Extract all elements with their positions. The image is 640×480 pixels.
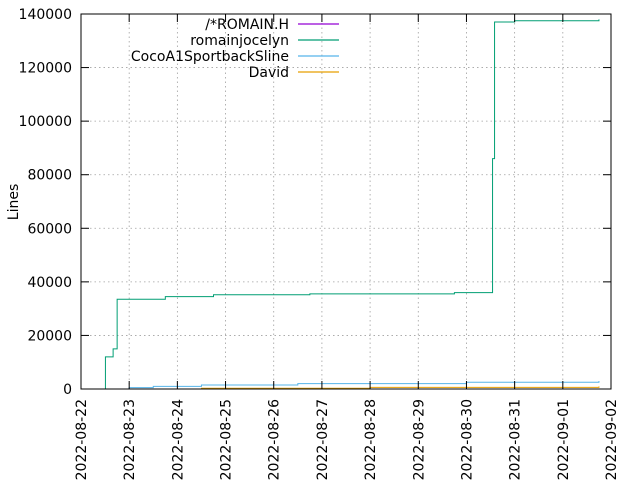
legend-label-2: CocoA1SportbackSline: [131, 49, 289, 65]
y-tick-label: 100000: [19, 114, 72, 130]
legend-label-3: David: [249, 65, 289, 81]
legend: /*ROMAIN.HromainjocelynCocoA1SportbackSl…: [131, 17, 339, 81]
y-tick-label: 40000: [27, 275, 72, 291]
series-lines: [104, 19, 600, 390]
axes: [80, 13, 612, 390]
y-tick-label: 140000: [19, 7, 72, 23]
x-tick-label: 2022-08-28: [363, 399, 379, 480]
legend-label-0: /*ROMAIN.H: [205, 17, 289, 33]
y-tick-label: 20000: [27, 328, 72, 344]
y-tick-label: 0: [63, 382, 72, 398]
x-tick-labels: 2022-08-22 2022-08-23 2022-08-24 2022-08-25…: [74, 399, 620, 480]
plot-frame: [80, 13, 612, 390]
series-line-1: [104, 19, 600, 390]
legend-label-1: romainjocelyn: [190, 33, 289, 49]
y-axis-title: Lines: [6, 184, 22, 220]
x-tick-label: 2022-08-22: [74, 399, 90, 480]
x-tick-label: 2022-08-29: [411, 399, 427, 480]
x-tick-label: 2022-08-23: [122, 399, 138, 480]
x-tick-label: 2022-08-25: [219, 399, 235, 480]
x-tick-label: 2022-09-02: [604, 399, 620, 480]
x-tick-label: 2022-09-01: [556, 399, 572, 480]
y-tick-label: 120000: [19, 61, 72, 77]
x-tick-label: 2022-08-24: [170, 399, 186, 480]
x-tick-label: 2022-08-31: [508, 399, 524, 480]
x-tick-label: 2022-08-30: [459, 399, 475, 480]
x-tick-label: 2022-08-27: [315, 399, 331, 480]
y-tick-label: 60000: [27, 221, 72, 237]
y-tick-label: 80000: [27, 168, 72, 184]
x-tick-label: 2022-08-26: [267, 399, 283, 480]
y-tick-labels: 0 20000 40000 60000 80000 100000 120000 140000: [19, 7, 72, 398]
grid-lines: [81, 14, 611, 389]
